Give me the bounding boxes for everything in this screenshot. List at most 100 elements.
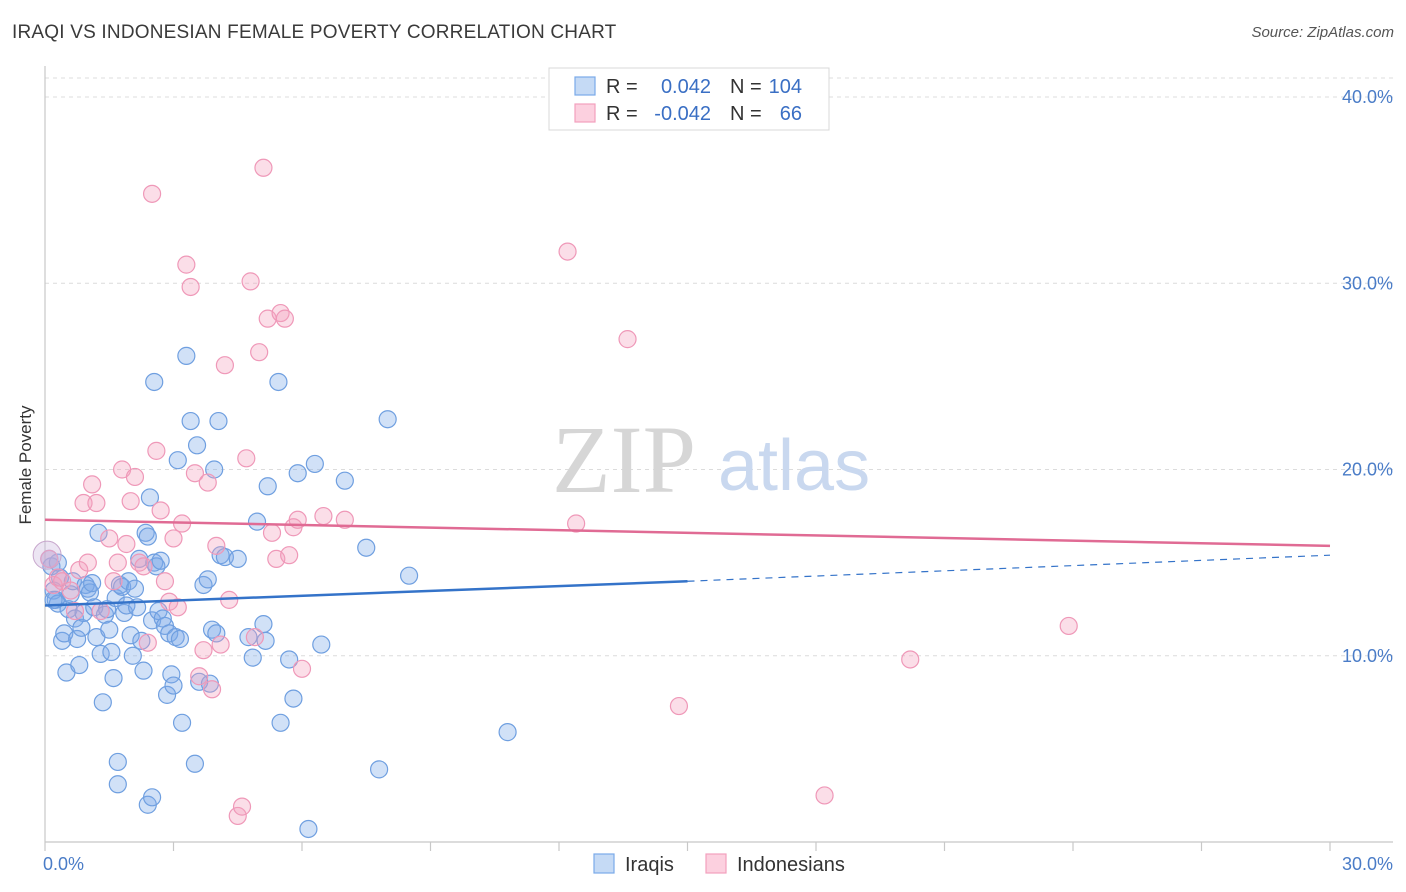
indonesians-point-23 xyxy=(147,441,166,460)
stats-legend-box xyxy=(548,67,830,131)
iraqis-point-89 xyxy=(299,819,318,839)
indonesians-point-56 xyxy=(292,659,312,678)
indonesians-point-4 xyxy=(61,581,80,600)
iraqis-point-87 xyxy=(284,689,303,708)
indonesians-n-value: 66 xyxy=(780,103,802,125)
legend-indonesians-swatch xyxy=(705,853,727,874)
iraqis-point-62 xyxy=(172,713,192,732)
iraqis-n-value: 104 xyxy=(769,76,802,98)
iraqis-point-63 xyxy=(177,346,196,365)
indonesians-point-11 xyxy=(91,601,110,621)
iraqis-point-97 xyxy=(498,723,517,742)
iraqis-point-79 xyxy=(243,648,262,667)
indonesians-point-45 xyxy=(245,628,264,647)
iraqis-trend-extension xyxy=(687,554,1331,582)
indonesians-point-64 xyxy=(901,650,920,669)
iraqis-point-80 xyxy=(247,512,267,531)
iraqis-r-label: R = xyxy=(606,76,638,98)
watermark-atlas: atlas xyxy=(718,426,870,506)
indonesians-point-34 xyxy=(194,641,213,660)
indonesians-trend-line xyxy=(44,518,1331,548)
indonesians-point-41 xyxy=(228,806,247,826)
x-tick-label-max: 30.0% xyxy=(1342,854,1393,874)
iraqis-point-83 xyxy=(258,477,277,496)
watermark-zip: ZIP xyxy=(552,406,696,513)
indonesians-point-18 xyxy=(125,467,145,487)
indonesians-point-28 xyxy=(168,598,187,617)
indonesians-point-37 xyxy=(207,536,226,555)
indonesians-point-57 xyxy=(314,506,333,526)
iraqis-point-25 xyxy=(93,693,112,712)
iraqis-point-55 xyxy=(157,685,177,704)
iraqis-point-28 xyxy=(100,620,119,639)
iraqis-point-61 xyxy=(170,629,190,649)
chart-title: IRAQI VS INDONESIAN FEMALE POVERTY CORRE… xyxy=(12,22,617,43)
indonesians-point-33 xyxy=(190,667,209,686)
indonesians-point-25 xyxy=(155,572,175,591)
iraqis-point-29 xyxy=(102,642,121,662)
iraqis-point-78 xyxy=(239,628,258,647)
indonesians-point-35 xyxy=(198,473,217,492)
iraqis-point-74 xyxy=(209,411,228,431)
iraqis-point-57 xyxy=(162,665,181,684)
iraqis-point-94 xyxy=(370,760,389,779)
iraqis-point-46 xyxy=(138,527,157,546)
iraqis-point-52 xyxy=(151,551,170,570)
legend-iraqis-label: Iraqis xyxy=(625,854,674,876)
legend-indonesians-label: Indonesians xyxy=(737,854,845,876)
iraqis-point-73 xyxy=(207,624,226,643)
iraqis-point-40 xyxy=(125,579,145,598)
x-tick-label-min: 0.0% xyxy=(43,854,84,874)
indonesians-point-5 xyxy=(65,601,85,621)
iraqis-point-65 xyxy=(185,754,205,773)
indonesians-point-49 xyxy=(262,523,282,542)
iraqis-point-32 xyxy=(108,752,127,772)
iraqis-point-100 xyxy=(142,788,162,807)
iraqis-point-60 xyxy=(168,451,187,470)
indonesians-point-12 xyxy=(100,529,119,548)
indonesians-point-61 xyxy=(618,330,637,349)
iraqis-r-value: 0.042 xyxy=(661,76,711,98)
axes xyxy=(44,66,1393,851)
iraqis-point-64 xyxy=(181,411,200,431)
indonesians-point-9 xyxy=(83,475,102,494)
indonesians-point-30 xyxy=(177,255,196,274)
iraqis-point-47 xyxy=(140,488,160,507)
iraqis-point-101 xyxy=(145,372,164,392)
indonesians-point-58 xyxy=(335,510,354,529)
tick-labels: 10.0% 20.0% 30.0% 40.0% 0.0% 30.0% xyxy=(43,87,1393,874)
legend-iraqis-swatch xyxy=(593,853,615,874)
iraqis-swatch xyxy=(574,76,596,96)
indonesians-point-46 xyxy=(250,343,269,362)
y-tick-label-40: 40.0% xyxy=(1342,87,1393,107)
series-legend: Iraqis Indonesians xyxy=(593,853,845,876)
iraqis-point-92 xyxy=(335,471,354,490)
indonesians-point-32 xyxy=(185,464,205,483)
iraqis-point-44 xyxy=(134,661,153,680)
iraqis-point-37 xyxy=(119,572,138,591)
iraqis-point-88 xyxy=(288,464,307,483)
indonesians-point-13 xyxy=(104,572,123,591)
iraqis-point-85 xyxy=(271,713,290,732)
iraqis-point-13 xyxy=(68,629,87,649)
indonesians-r-value: -0.042 xyxy=(654,103,711,125)
iraqis-point-39 xyxy=(123,646,142,665)
y-tick-label-10: 10.0% xyxy=(1342,646,1393,666)
iraqis-point-38 xyxy=(121,626,140,645)
grid-lines xyxy=(45,77,1393,657)
iraqis-point-6 xyxy=(53,631,72,650)
indonesians-r-label: R = xyxy=(606,103,638,125)
iraqis-point-95 xyxy=(378,410,397,429)
indonesians-point-60 xyxy=(567,514,586,533)
iraqis-point-69 xyxy=(198,570,217,589)
indonesians-point-53 xyxy=(280,546,299,565)
indonesians-n-label: N = xyxy=(730,103,762,125)
trend-lines xyxy=(44,518,1331,607)
iraqis-point-58 xyxy=(164,676,183,695)
indonesians-point-27 xyxy=(164,529,183,548)
iraqis-point-66 xyxy=(187,436,207,455)
iraqis-point-90 xyxy=(305,454,324,474)
indonesians-point-21 xyxy=(138,633,157,652)
iraqis-point-98 xyxy=(108,775,127,794)
indonesians-point-24 xyxy=(151,501,170,520)
